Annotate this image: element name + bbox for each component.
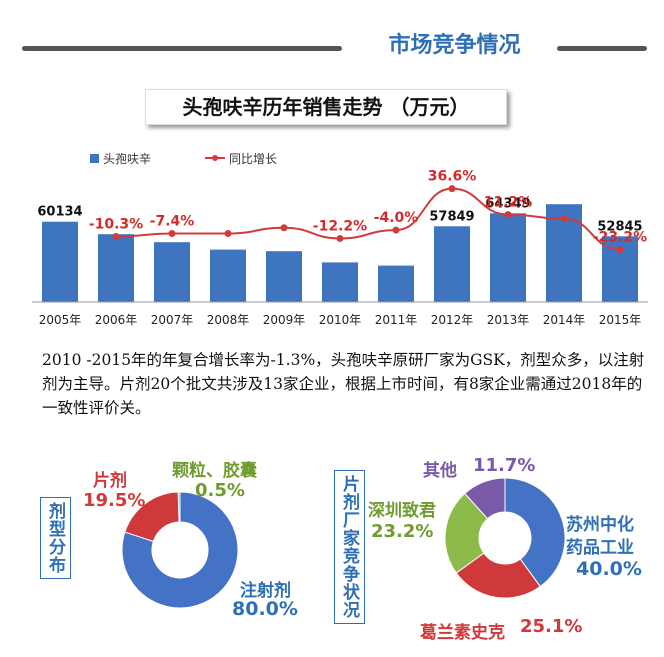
growth-label: -10.3%: [89, 217, 143, 233]
dosage-distribution-label: 剂型分布: [40, 497, 71, 579]
x-tick-label: 2008年: [207, 313, 250, 327]
bar-value-label: 60134: [37, 205, 82, 220]
slice-value-gsk: 25.1%: [520, 616, 583, 637]
bar-value-label: 52845: [597, 219, 642, 234]
slice-value-granule: 0.5%: [195, 480, 245, 501]
slice-label-granule: 颗粒、胶囊: [172, 461, 257, 481]
banner-title: 市场竞争情况: [388, 33, 521, 58]
slice-label-suzhou: 苏州中化药品工业: [566, 515, 634, 558]
donut-slice-其他: [464, 477, 506, 520]
sales-trend-chart: 头孢呋辛 同比增长 60134 57849 64349 52845 -10.3% -7.…: [32, 152, 648, 327]
x-tick-label: 2010年: [319, 313, 362, 327]
growth-point: [336, 234, 344, 242]
bar-2005年: [42, 221, 78, 302]
chart-legend: 头孢呋辛 同比增长: [90, 152, 277, 166]
bar-2010年: [322, 262, 358, 302]
growth-point: [448, 185, 456, 193]
summary-text: 2010 -2015年的年复合增长率为-1.3%，头孢呋辛原研厂家为GSK，剂型…: [42, 351, 645, 417]
x-tick-label: 2012年: [431, 313, 474, 327]
bar-2006年: [98, 234, 134, 302]
tablet-maker-competition-label: 片剂厂家竞争状况: [334, 470, 365, 624]
legend-bar-label: 头孢呋辛: [103, 152, 151, 166]
legend-bar-swatch: [90, 154, 99, 163]
slice-label-shenzhen: 深圳致君: [368, 501, 436, 521]
donut-slice-颗粒、胶囊: [177, 491, 181, 523]
growth-point: [616, 246, 624, 254]
growth-label: -12.2%: [313, 218, 367, 234]
slice-label-other: 其他: [423, 461, 457, 481]
x-tick-label: 2013年: [487, 313, 530, 327]
slice-value-shenzhen: 23.2%: [371, 521, 434, 542]
dosage-donut-chart: [121, 491, 239, 609]
x-tick-label: 2015年: [599, 313, 642, 327]
x-tick-label: 2009年: [263, 313, 306, 327]
growth-label: 11.2%: [484, 195, 533, 211]
growth-point: [392, 226, 400, 234]
bar-2012年: [434, 226, 470, 302]
slice-label-tablet: 片剂: [93, 471, 127, 491]
growth-label: 36.6%: [428, 169, 477, 185]
x-tick-label: 2014年: [543, 313, 586, 327]
banner-line-left: [22, 46, 342, 51]
bar-value-label: 57849: [429, 209, 474, 224]
bar-2008年: [210, 249, 246, 302]
growth-point: [168, 230, 176, 238]
x-tick-label: 2007年: [151, 313, 194, 327]
x-tick-label: 2011年: [375, 313, 418, 327]
growth-point: [504, 211, 512, 219]
growth-label: -23.2%: [593, 230, 647, 246]
slice-value-suzhou: 40.0%: [576, 558, 642, 580]
bar-2011年: [378, 265, 414, 302]
slice-value-injection: 80.0%: [232, 598, 298, 620]
chart-title: 头孢呋辛历年销售走势 （万元）: [145, 89, 507, 125]
bar-2013年: [490, 213, 526, 302]
growth-point: [112, 233, 120, 241]
donut-slice-葛兰素史克: [455, 552, 541, 599]
growth-point: [280, 224, 288, 232]
slice-label-injection: 注射剂: [240, 581, 291, 601]
slice-value-tablet: 19.5%: [83, 490, 146, 511]
x-tick-label: 2005年: [39, 313, 82, 327]
bar-2009年: [266, 251, 302, 302]
growth-line: [115, 187, 621, 251]
legend-line-label: 同比增长: [229, 152, 277, 166]
growth-point: [224, 230, 232, 238]
bar-value-label: 64349: [485, 196, 530, 211]
donut-slice-深圳致君: [444, 492, 489, 574]
growth-label: -7.4%: [150, 214, 195, 230]
slice-label-gsk: 葛兰素史克: [420, 623, 505, 643]
growth-point: [560, 215, 568, 223]
banner-line-right: [557, 46, 647, 51]
donut-slice-注射剂: [121, 491, 239, 609]
maker-donut-chart: [444, 477, 566, 599]
donut-slice-苏州中化药品工业: [504, 477, 566, 588]
slice-value-other: 11.7%: [473, 455, 536, 476]
x-tick-label: 2006年: [95, 313, 138, 327]
growth-label: -4.0%: [374, 210, 419, 226]
bar-2007年: [154, 242, 190, 302]
legend-line-marker: [212, 155, 218, 161]
